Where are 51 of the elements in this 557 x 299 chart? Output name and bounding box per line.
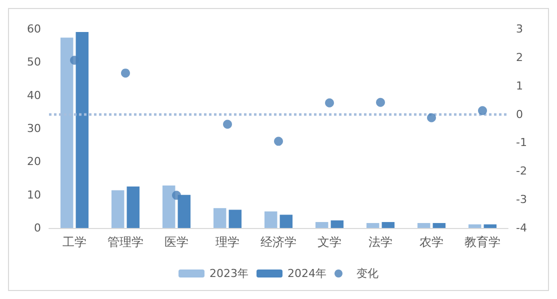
x-tick-label: 经济学 bbox=[260, 235, 296, 249]
x-tick-label: 理学 bbox=[216, 235, 240, 249]
point bbox=[172, 190, 181, 200]
bar bbox=[382, 222, 395, 228]
point bbox=[223, 120, 232, 129]
y-tick-label: 60 bbox=[27, 22, 41, 36]
y2-tick-label: 0 bbox=[516, 108, 523, 121]
bar bbox=[264, 211, 278, 228]
y2-tick-label: -2 bbox=[516, 164, 527, 178]
point bbox=[325, 98, 334, 108]
y2-tick-label: -3 bbox=[516, 193, 527, 206]
bar bbox=[484, 224, 497, 228]
x-tick-label: 工学 bbox=[62, 235, 86, 249]
bar bbox=[330, 220, 344, 228]
bar bbox=[468, 224, 482, 228]
bar bbox=[228, 210, 242, 228]
y-tick-label: 20 bbox=[27, 155, 41, 168]
point bbox=[427, 113, 436, 122]
y2-tick-label: -1 bbox=[516, 136, 527, 150]
bar bbox=[126, 186, 140, 228]
bar bbox=[432, 223, 446, 228]
bar bbox=[315, 222, 328, 228]
y2-tick-label: 3 bbox=[516, 22, 523, 36]
bar bbox=[111, 190, 124, 228]
y2-tick-label: -4 bbox=[516, 222, 527, 234]
x-tick-label: 法学 bbox=[368, 235, 392, 249]
legend-label: 2023年 bbox=[210, 267, 249, 280]
y2-tick-label: 1 bbox=[516, 79, 523, 92]
x-tick-label: 教育学 bbox=[464, 235, 500, 249]
bar bbox=[280, 214, 293, 228]
y-tick-label: 30 bbox=[27, 122, 41, 135]
y-tick-label: 0 bbox=[34, 222, 41, 234]
point bbox=[70, 56, 79, 65]
point bbox=[376, 98, 385, 107]
bar bbox=[162, 186, 176, 228]
x-tick-label: 管理学 bbox=[108, 235, 144, 249]
x-tick-label: 医学 bbox=[164, 235, 188, 249]
legend-label: 变化 bbox=[356, 267, 378, 280]
legend-label: 2024年 bbox=[288, 267, 326, 280]
y2-tick-label: 2 bbox=[516, 50, 523, 64]
bar bbox=[417, 223, 430, 228]
x-tick-label: 农学 bbox=[420, 235, 444, 249]
y-tick-label: 10 bbox=[27, 188, 41, 202]
y-tick-label: 50 bbox=[27, 56, 41, 69]
x-tick-label: 文学 bbox=[318, 235, 342, 249]
point bbox=[274, 136, 283, 146]
bar bbox=[213, 208, 226, 228]
point bbox=[121, 68, 130, 78]
y-tick-label: 40 bbox=[27, 88, 41, 102]
bar bbox=[366, 223, 380, 228]
point bbox=[478, 106, 487, 116]
